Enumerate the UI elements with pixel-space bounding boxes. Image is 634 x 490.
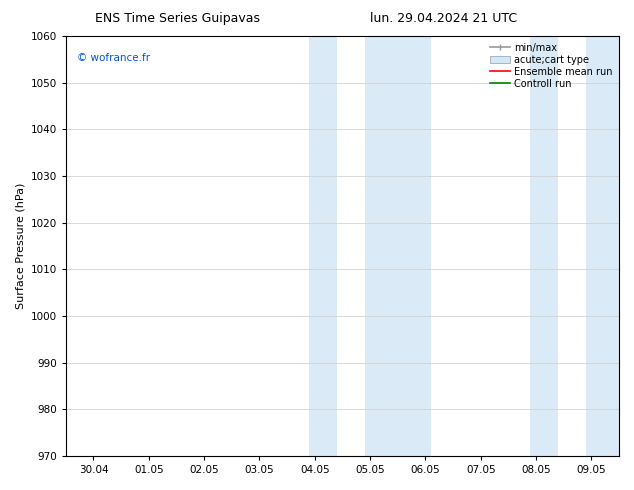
Legend: min/max, acute;cart type, Ensemble mean run, Controll run: min/max, acute;cart type, Ensemble mean … [488,41,614,91]
Bar [531,36,558,456]
Text: lun. 29.04.2024 21 UTC: lun. 29.04.2024 21 UTC [370,12,517,25]
Text: © wofrance.fr: © wofrance.fr [77,53,150,63]
Bar [586,36,619,456]
Bar [365,36,431,456]
Text: ENS Time Series Guipavas: ENS Time Series Guipavas [95,12,260,25]
Bar [309,36,337,456]
Y-axis label: Surface Pressure (hPa): Surface Pressure (hPa) [15,183,25,309]
